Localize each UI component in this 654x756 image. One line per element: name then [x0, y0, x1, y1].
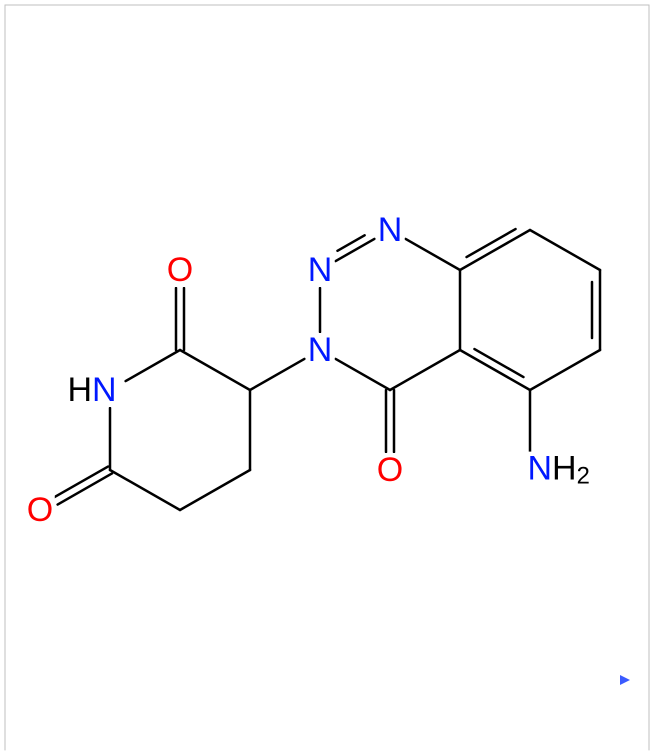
atom-N4: N — [376, 213, 405, 247]
atom-N5: NH2 — [525, 452, 591, 489]
atom-N3: N — [306, 253, 335, 287]
atom-N1: HN — [65, 373, 118, 407]
atom-O2: O — [165, 253, 195, 287]
atom-O3: O — [375, 453, 405, 487]
atom-N2: N — [306, 333, 335, 367]
play-icon[interactable] — [620, 675, 630, 685]
atom-O1: O — [25, 493, 55, 527]
molecule-canvas: O HN O N N N O NH2 — [0, 0, 654, 756]
